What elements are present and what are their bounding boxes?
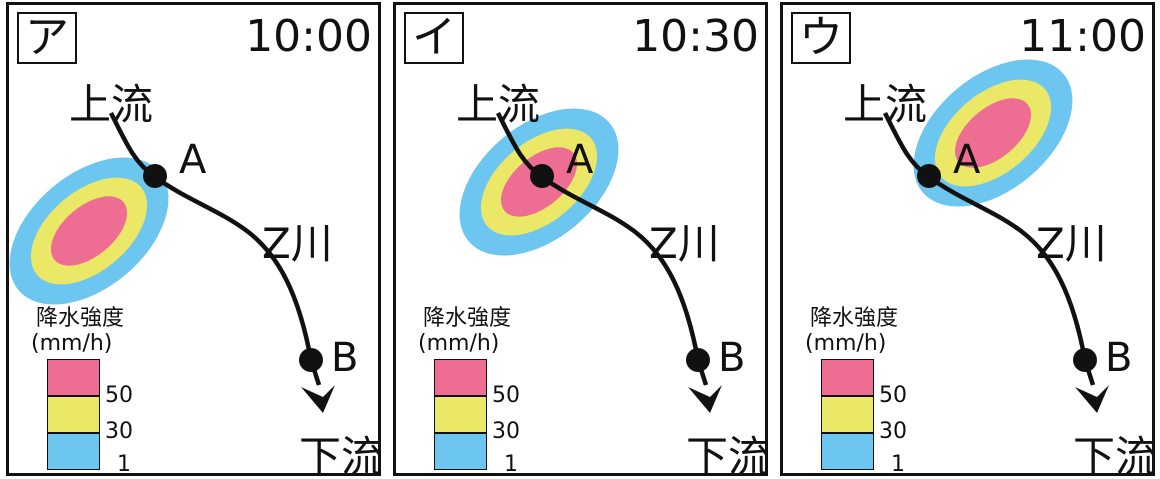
point-b-marker — [686, 348, 710, 372]
panel-label: ア — [17, 12, 77, 64]
legend-unit: (mm/h) — [418, 331, 500, 356]
point-a-label: A — [179, 137, 207, 183]
panel-u: ウ 11:00 上流 A Z川 B 下流 降水強度 (mm/h) 50 30 1 — [780, 2, 1155, 476]
point-b-marker — [1073, 348, 1097, 372]
legend-swatch-light — [821, 433, 874, 470]
legend-tick-50: 50 — [105, 383, 133, 408]
time-label: 10:30 — [632, 11, 759, 62]
point-a-marker — [143, 164, 167, 188]
legend-swatch-heavy — [821, 359, 874, 396]
point-a-marker — [530, 164, 554, 188]
legend-unit: (mm/h) — [31, 331, 113, 356]
legend-swatch-light — [434, 433, 487, 470]
legend-unit: (mm/h) — [805, 331, 887, 356]
upstream-label: 上流 — [843, 80, 928, 129]
legend-swatch-heavy — [434, 359, 487, 396]
heavy-rain-zone — [50, 196, 128, 266]
legend-title: 降水強度 — [36, 306, 125, 331]
river-name-label: Z川 — [1036, 219, 1107, 268]
legend-swatch-moderate — [47, 396, 100, 433]
legend-swatch-moderate — [821, 396, 874, 433]
legend-tick-1: 1 — [504, 452, 518, 476]
river-line — [882, 111, 1096, 386]
upstream-label: 上流 — [456, 80, 541, 129]
time-label: 11:00 — [1019, 11, 1146, 62]
legend-tick-30: 30 — [492, 419, 520, 444]
point-b-label: B — [718, 335, 746, 381]
legend-tick-30: 30 — [879, 419, 907, 444]
flow-arrow — [301, 385, 335, 413]
point-b-marker — [299, 348, 323, 372]
point-a-label: A — [953, 137, 981, 183]
legend-swatch-light — [47, 433, 100, 470]
point-a-label: A — [566, 137, 594, 183]
downstream-label: 下流 — [686, 432, 768, 476]
panel-i: イ 10:30 上流 A Z川 B 下流 降水強度 (mm/h) 50 30 1 — [393, 2, 768, 476]
river-name-label: Z川 — [649, 219, 720, 268]
flow-arrow — [1075, 385, 1109, 413]
downstream-label: 下流 — [299, 432, 381, 476]
point-b-label: B — [1105, 335, 1133, 381]
flow-arrow — [688, 385, 722, 413]
upstream-label: 上流 — [69, 80, 154, 129]
legend-swatch-heavy — [47, 359, 100, 396]
river-line — [108, 111, 322, 386]
legend-tick-30: 30 — [105, 419, 133, 444]
legend-tick-1: 1 — [891, 452, 905, 476]
precipitation-area — [913, 59, 1073, 207]
legend-tick-1: 1 — [117, 452, 131, 476]
legend-title: 降水強度 — [810, 306, 899, 331]
river-line — [495, 111, 709, 386]
legend-title: 降水強度 — [423, 306, 512, 331]
rain-map — [9, 111, 335, 413]
point-b-label: B — [331, 335, 359, 381]
panel-a: ア 10:00 上流 A Z川 B 下流 降水強度 (mm/h) 50 30 1 — [6, 2, 381, 476]
river-name-label: Z川 — [262, 219, 333, 268]
panel-label: ウ — [791, 12, 851, 64]
rain-map — [459, 108, 722, 413]
downstream-label: 下流 — [1073, 432, 1155, 476]
legend-tick-50: 50 — [492, 383, 520, 408]
rain-map — [882, 59, 1109, 413]
legend-tick-50: 50 — [879, 383, 907, 408]
heavy-rain-zone — [954, 98, 1032, 168]
point-a-marker — [917, 164, 941, 188]
time-label: 10:00 — [245, 11, 372, 62]
precipitation-area — [9, 157, 169, 305]
legend-swatch-moderate — [434, 396, 487, 433]
panel-label: イ — [404, 12, 464, 64]
